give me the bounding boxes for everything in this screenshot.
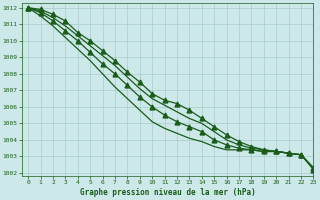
X-axis label: Graphe pression niveau de la mer (hPa): Graphe pression niveau de la mer (hPa) [80,188,256,197]
